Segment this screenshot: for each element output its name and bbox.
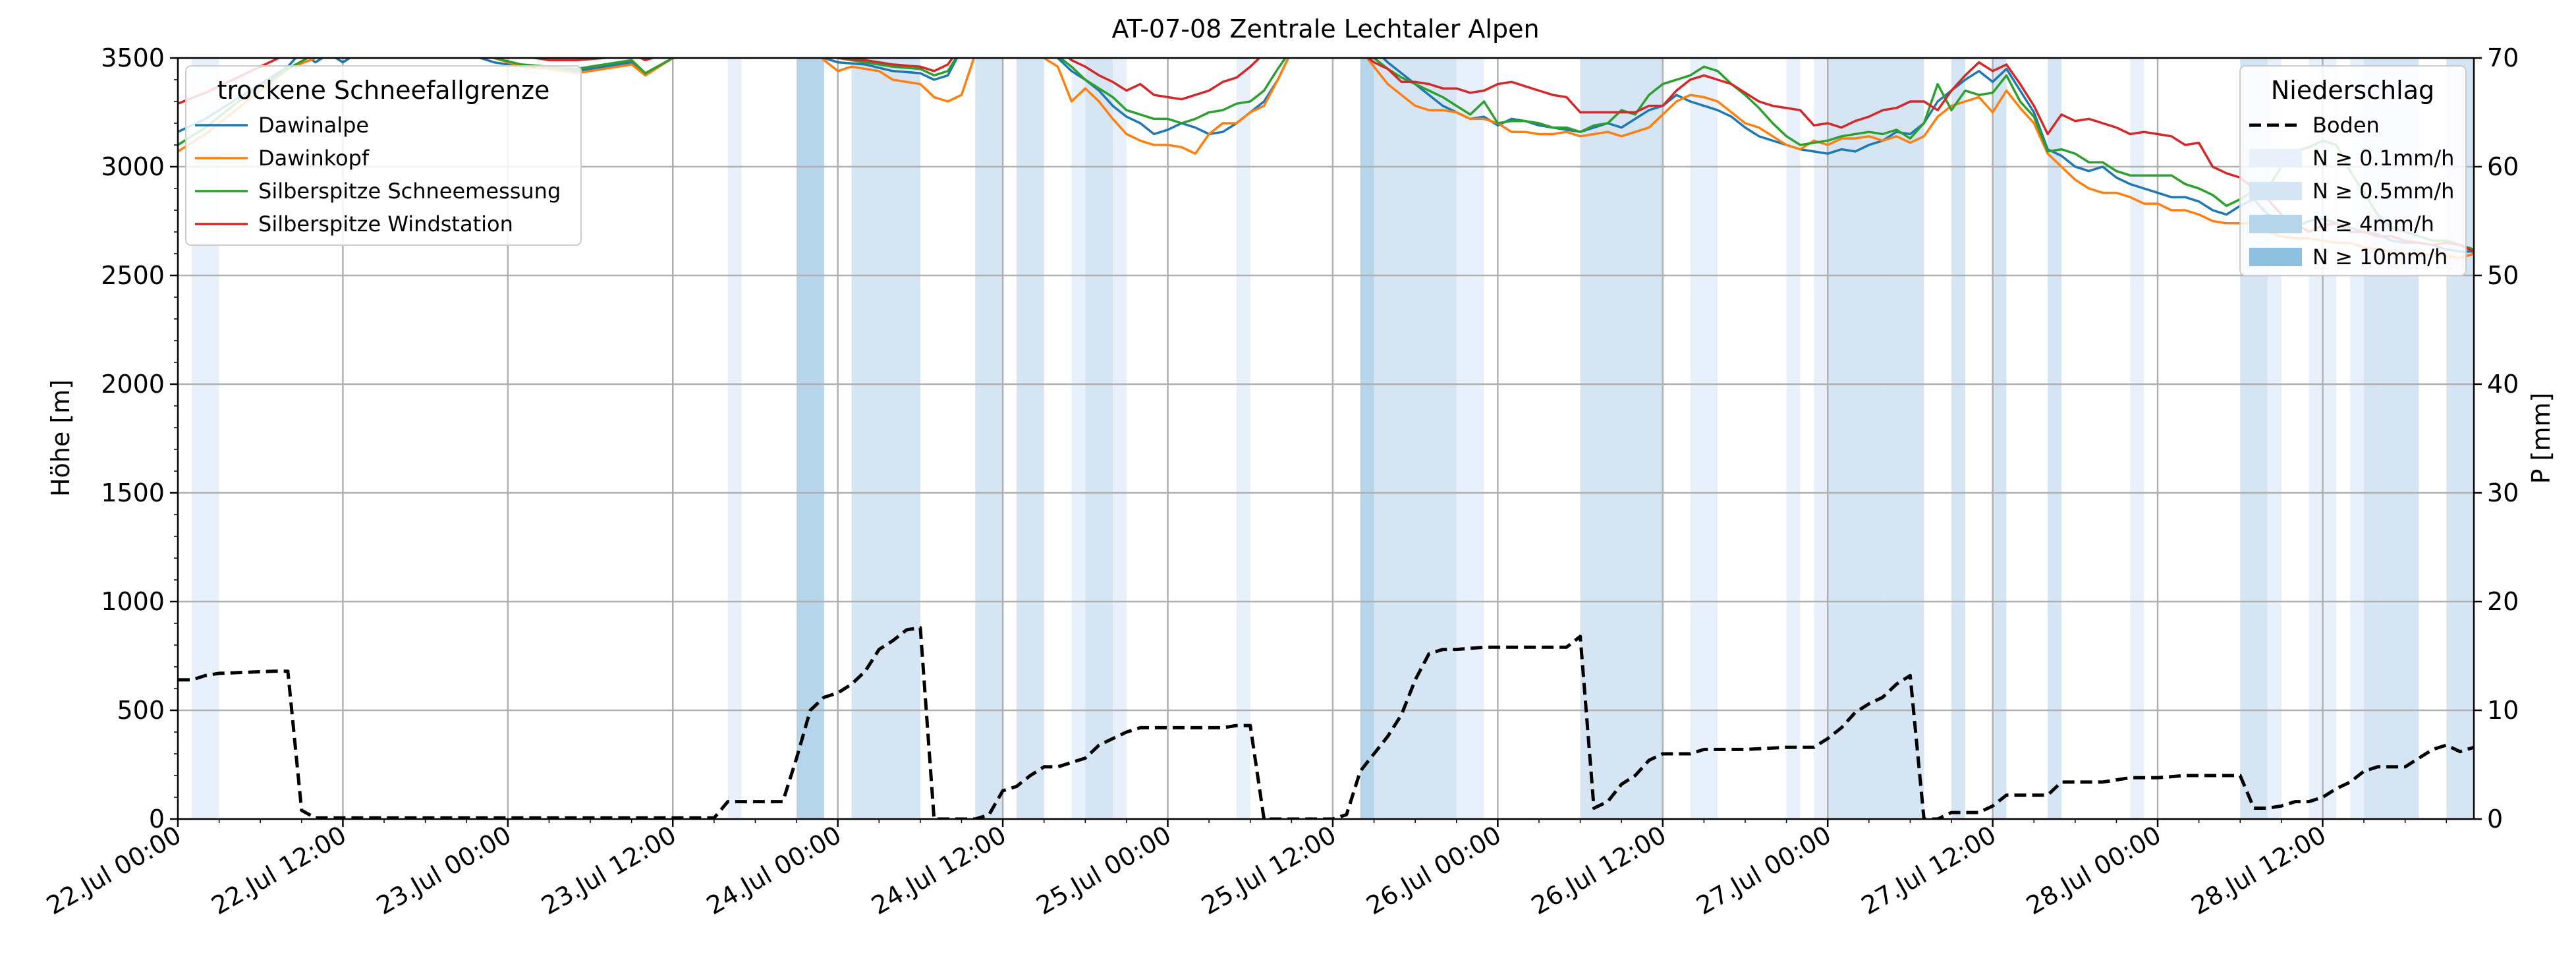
plot-frame (177, 57, 2475, 820)
precip-band (727, 58, 742, 819)
legend-label: Boden (2312, 113, 2380, 138)
series-line-dawinalpe (178, 58, 2474, 253)
legend-swatch (2249, 248, 2302, 266)
precip-band (2130, 58, 2144, 819)
precip-band (1580, 58, 1663, 819)
y-axis-left: 0 500 1000 1500 2000 2500 3000 3500 (101, 43, 178, 834)
precip-band (1992, 58, 2007, 819)
data-lines (178, 58, 2474, 819)
legend-swatch (2249, 215, 2302, 233)
legend-left: trockene Schneefallgrenze Dawinalpe Dawin… (185, 65, 582, 246)
legend-label: Dawinalpe (258, 113, 369, 138)
y2-tick-label: 20 (2487, 587, 2519, 616)
y2-tick-label: 0 (2487, 805, 2503, 834)
series-line-dawinkopf (178, 58, 2474, 260)
legend-swatch (2249, 182, 2302, 200)
y-tick-label: 0 (149, 805, 165, 834)
y2-tick-label: 60 (2487, 152, 2519, 181)
legend-label: Dawinkopf (258, 146, 370, 171)
precip-band (1374, 58, 1457, 819)
precip-band (1360, 58, 1374, 819)
legend-label: N ≥ 4mm/h (2312, 212, 2434, 237)
y-axis-right: 0 10 20 30 40 50 60 70 (2474, 43, 2519, 834)
precip-band (1016, 58, 1044, 819)
precip-band (1786, 58, 1801, 819)
legend-label: N ≥ 0.1mm/h (2312, 146, 2454, 171)
y2-axis-label: P [mm] (2527, 393, 2556, 484)
y2-tick-label: 50 (2487, 261, 2519, 290)
y2-tick-label: 40 (2487, 370, 2519, 399)
legend-label: N ≥ 10mm/h (2312, 244, 2448, 269)
y-tick-label: 1500 (101, 478, 165, 507)
precip-band (1113, 58, 1127, 819)
series-line-silberspitze-schneemessung (178, 58, 2474, 251)
y-tick-label: 2500 (101, 261, 165, 290)
precip-band (1071, 58, 1086, 819)
precip-band (1882, 58, 1924, 819)
legend-right-title: Niederschlag (2271, 76, 2434, 105)
precip-band (851, 58, 920, 819)
chart-title: AT-07-08 Zentrale Lechtaler Alpen (1111, 14, 1539, 43)
legend-label: N ≥ 0.5mm/h (2312, 179, 2454, 204)
legend-label: Silberspitze Windstation (258, 212, 513, 237)
y-tick-label: 500 (117, 696, 165, 725)
precip-band (1456, 58, 1484, 819)
y2-tick-label: 70 (2487, 43, 2519, 72)
series-line-boden (178, 626, 2474, 819)
precip-band (1690, 58, 1718, 819)
precip-band (1828, 58, 1883, 819)
y-tick-label: 3500 (101, 43, 165, 72)
y2-tick-label: 10 (2487, 696, 2519, 725)
legend-left-box (185, 65, 582, 246)
legend-swatch (2249, 149, 2302, 167)
precip-band (975, 58, 1003, 819)
legend-label: Silberspitze Schneemessung (258, 179, 561, 204)
y-axis-label: Höhe [m] (46, 380, 75, 497)
precip-band (2048, 58, 2061, 819)
precip-band (1951, 58, 1965, 819)
y2-tick-label: 30 (2487, 478, 2519, 507)
y-tick-label: 2000 (101, 370, 165, 399)
precip-band (797, 58, 824, 819)
precip-band (1085, 58, 1113, 819)
legend-right: Niederschlag Boden N ≥ 0.1mm/h N ≥ 0.5mm/h… (2239, 65, 2467, 276)
precip-band (1814, 58, 1828, 819)
y-tick-label: 1000 (101, 587, 165, 616)
precip-band (1236, 58, 1250, 819)
series-line-silberspitze-windstation (178, 58, 2474, 253)
legend-left-title: trockene Schneefallgrenze (217, 76, 550, 105)
y-tick-label: 3000 (101, 152, 165, 181)
